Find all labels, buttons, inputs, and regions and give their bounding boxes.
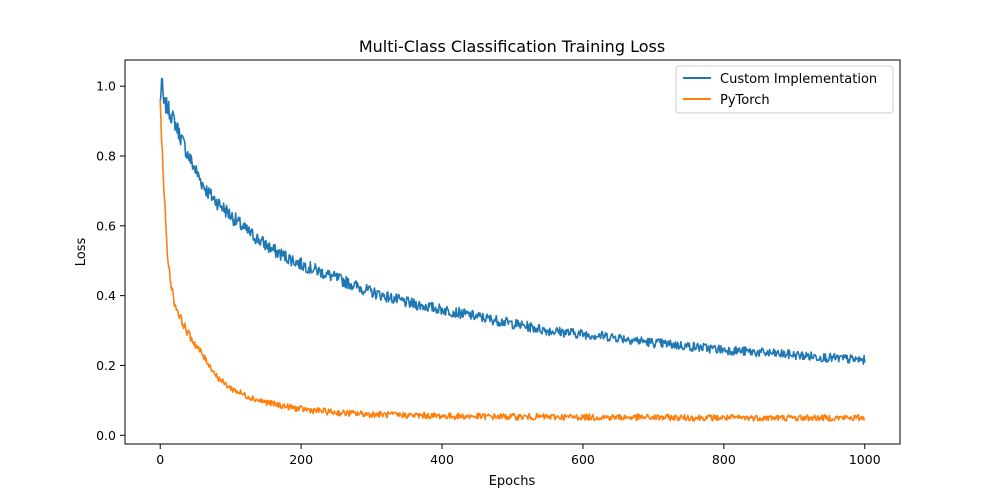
x-axis-label: Epochs — [489, 474, 536, 489]
plot-frame — [124, 59, 901, 445]
legend: Custom Implementation PyTorch — [675, 65, 894, 114]
plot-lines — [159, 77, 866, 422]
x-tick-label: 1000 — [849, 452, 881, 467]
x-tick-label: 0 — [156, 452, 164, 467]
x-axis: 0 200 400 600 800 1000 — [156, 444, 881, 467]
x-tick-label: 600 — [571, 452, 595, 467]
y-tick-label: 0.2 — [96, 358, 116, 373]
x-tick-label: 400 — [430, 452, 454, 467]
series-line-pytorch — [159, 99, 866, 422]
legend-label-custom: Custom Implementation — [720, 72, 877, 87]
legend-box — [675, 65, 894, 114]
x-tick-label: 800 — [712, 452, 736, 467]
y-axis-label: Loss — [74, 238, 89, 267]
y-axis: 0.0 0.2 0.4 0.6 0.8 1.0 — [96, 79, 125, 443]
series-line-custom — [159, 77, 866, 365]
chart-title: Multi-Class Classification Training Loss — [359, 37, 665, 56]
legend-label-pytorch: PyTorch — [720, 93, 770, 108]
x-tick-label: 200 — [289, 452, 313, 467]
y-tick-label: 1.0 — [96, 79, 116, 94]
y-tick-label: 0.4 — [96, 288, 116, 303]
y-tick-label: 0.8 — [96, 149, 116, 164]
y-tick-label: 0.0 — [96, 428, 116, 443]
y-tick-label: 0.6 — [96, 218, 116, 233]
